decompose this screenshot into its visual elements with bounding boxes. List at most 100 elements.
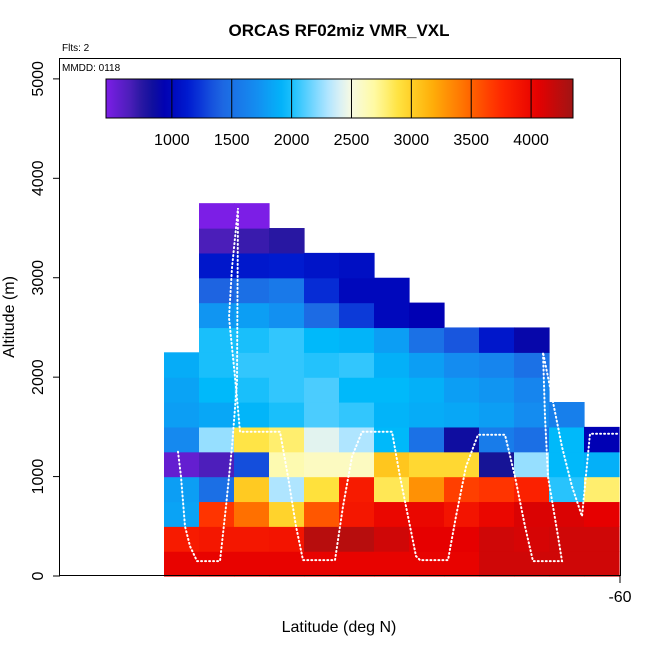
heatmap-cell — [269, 377, 305, 403]
heatmap-cell — [304, 501, 340, 527]
heatmap-cell — [339, 526, 375, 552]
heatmap-cell — [339, 352, 375, 378]
heatmap-cell — [514, 402, 550, 428]
heatmap-cell — [164, 451, 200, 478]
heatmap-cell — [444, 352, 480, 378]
heatmap-cell — [269, 277, 305, 304]
heatmap-cell — [199, 426, 235, 453]
colorbar: 1000 1500 2000 2500 3000 3500 4000 — [105, 78, 574, 149]
heatmap-cell — [269, 302, 305, 329]
heatmap-cell — [374, 377, 410, 403]
x-axis: -60 — [608, 576, 632, 606]
colorbar-tick-label: 3500 — [453, 132, 489, 149]
heatmap-cell — [444, 501, 480, 527]
heatmap-cell — [549, 551, 585, 577]
heatmap-cell — [409, 426, 445, 453]
colorbar-tick-label: 3000 — [394, 132, 430, 149]
heatmap-cell — [444, 402, 480, 428]
heatmap-cell — [374, 451, 410, 478]
heatmap-cell — [234, 377, 270, 403]
heatmap-cell — [409, 451, 445, 478]
heatmap-cell — [339, 501, 375, 527]
heatmap-cell — [584, 526, 620, 552]
heatmap-cell — [199, 228, 235, 254]
heatmap-cell — [304, 377, 340, 403]
heatmap-cell — [514, 501, 550, 527]
heatmap-cell — [269, 352, 305, 378]
heatmap-cell — [199, 501, 235, 527]
heatmap-cell — [514, 327, 550, 353]
flight-track-line — [177, 208, 619, 563]
y-tick-label: 0 — [30, 571, 47, 580]
heatmap-cell — [199, 327, 235, 353]
heatmap-cell — [444, 551, 480, 577]
heatmap-cell — [479, 551, 515, 577]
plot-frame — [59, 58, 621, 576]
heatmap-cell — [374, 402, 410, 428]
heatmap-cell — [304, 252, 340, 279]
heatmap-cell — [514, 476, 550, 503]
y-tick-label: 3000 — [30, 260, 47, 296]
heatmap-cell — [374, 426, 410, 453]
heatmap-cell — [269, 426, 305, 453]
colorbar-tick-label: 2500 — [334, 132, 370, 149]
x-axis-title: Latitude (deg N) — [282, 619, 397, 636]
y-tick-label: 5000 — [30, 61, 47, 97]
heatmap-cell — [339, 451, 375, 478]
heatmap-cell — [584, 451, 620, 478]
heatmap-cell — [409, 476, 445, 503]
heatmap-cell — [339, 551, 375, 577]
heatmap-cell — [199, 402, 235, 428]
heatmap-cell — [444, 327, 480, 353]
heatmap-cell — [339, 476, 375, 503]
heatmap-cell — [304, 526, 340, 552]
heatmap-cell — [584, 501, 620, 527]
heatmap-cell — [304, 327, 340, 353]
heatmap-cell — [304, 402, 340, 428]
heatmap-cell — [549, 402, 585, 428]
heatmap-cell — [479, 526, 515, 552]
heatmap-cell — [269, 252, 305, 279]
heatmap-cell — [304, 551, 340, 577]
heatmap-cell — [304, 426, 340, 453]
heatmap-cell — [269, 551, 305, 577]
heatmap-cell — [374, 302, 410, 329]
heatmap-cell — [269, 402, 305, 428]
heatmap-cell — [409, 352, 445, 378]
heatmap-cell — [339, 426, 375, 453]
date-note: MMDD: 0118 — [62, 63, 121, 74]
flight-track — [177, 208, 619, 563]
colorbar-tick-label: 4000 — [513, 132, 549, 149]
colorbar-tick-label: 2000 — [274, 132, 310, 149]
heatmap-cell — [234, 228, 270, 254]
heatmap-cell — [234, 352, 270, 378]
heatmap-cell — [164, 402, 200, 428]
x-tick-label: -60 — [608, 589, 631, 606]
heatmap-cell — [549, 426, 585, 453]
heatmap-cell — [234, 526, 270, 552]
heatmap-cell — [514, 426, 550, 453]
heatmap-cell — [199, 203, 235, 229]
heatmap-cell — [479, 352, 515, 378]
heatmap-cell — [479, 327, 515, 353]
heatmap-cell — [269, 228, 305, 254]
heatmap-cell — [339, 277, 375, 304]
colorbar-tick-label: 1500 — [214, 132, 250, 149]
heatmap-cell — [479, 451, 515, 478]
heatmap-cell — [584, 476, 620, 503]
heatmap-cell — [269, 327, 305, 353]
heatmap-cell — [234, 551, 270, 577]
heatmap-cell — [164, 377, 200, 403]
heatmap-cell — [479, 377, 515, 403]
colorbar-ticks: 1000 1500 2000 2500 3000 3500 4000 — [154, 79, 549, 149]
heatmap-cell — [409, 551, 445, 577]
heatmap-cell — [479, 402, 515, 428]
heatmap-cell — [269, 476, 305, 503]
heatmap-cell — [199, 551, 235, 577]
heatmap-cell — [164, 501, 200, 527]
heatmap-cell — [269, 526, 305, 552]
y-axis: 0 1000 2000 3000 4000 5000 — [30, 61, 60, 580]
heatmap-cell — [374, 551, 410, 577]
heatmap-cell — [549, 476, 585, 503]
